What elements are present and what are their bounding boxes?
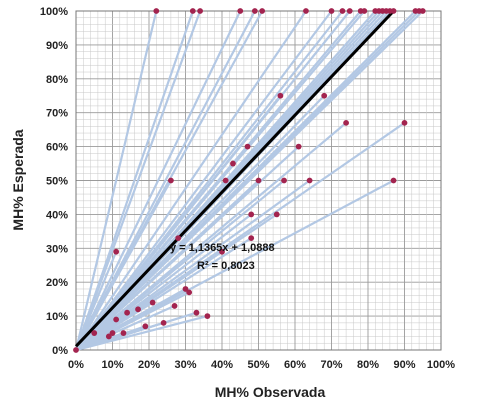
y-tick-label: 30% xyxy=(46,243,68,255)
data-point xyxy=(328,8,335,14)
connector-line xyxy=(75,10,424,351)
data-point xyxy=(175,235,182,242)
connector-line xyxy=(75,145,300,351)
data-point xyxy=(248,211,255,218)
data-point xyxy=(346,8,353,14)
data-point xyxy=(419,8,426,14)
y-tick-label: 60% xyxy=(46,142,68,154)
data-point xyxy=(303,8,309,14)
y-tick-label: 40% xyxy=(46,209,68,221)
data-point xyxy=(361,8,368,14)
data-point xyxy=(120,330,127,336)
y-tick-label: 80% xyxy=(46,74,68,86)
y-tick-label: 90% xyxy=(46,40,68,52)
connector-line xyxy=(74,10,158,351)
trend-equation: y = 1,1365x + 1,0888 xyxy=(170,242,275,254)
data-point xyxy=(171,303,178,309)
data-point xyxy=(73,347,79,353)
x-tick-label: 0% xyxy=(68,359,84,371)
data-point xyxy=(248,235,255,242)
data-point xyxy=(306,177,313,184)
data-point xyxy=(113,248,120,255)
connector-line xyxy=(74,10,202,351)
data-point xyxy=(149,299,156,306)
x-tick-label: 100% xyxy=(427,359,455,371)
plot-border xyxy=(75,10,442,351)
y-tick-label: 50% xyxy=(46,176,68,188)
data-point xyxy=(281,177,287,184)
x-tick-label: 20% xyxy=(138,359,160,371)
data-point xyxy=(222,177,229,184)
data-point xyxy=(321,92,328,99)
connector-line xyxy=(75,10,351,351)
connector-line xyxy=(74,10,194,351)
connector-line xyxy=(75,179,395,351)
y-tick-labels: 0% 10% 20% 30% 40% 50% 60% 70% 80% 90% 100% xyxy=(40,6,68,357)
data-point xyxy=(230,160,236,167)
x-tick-label: 40% xyxy=(211,359,233,371)
data-point xyxy=(251,8,258,14)
data-point xyxy=(193,309,200,316)
data-point xyxy=(197,8,204,14)
connector-line xyxy=(75,10,307,351)
data-point xyxy=(142,323,149,330)
y-tick-label: 70% xyxy=(46,108,68,120)
data-point xyxy=(124,309,130,316)
y-tick-label: 10% xyxy=(46,311,68,323)
x-axis-title: MH% Observada xyxy=(215,384,326,400)
data-point xyxy=(244,143,251,150)
y-axis-title: MH% Esperada xyxy=(10,129,26,230)
x-tick-label: 60% xyxy=(284,359,306,371)
data-point xyxy=(390,177,397,184)
data-point xyxy=(160,319,167,326)
connector-line xyxy=(75,10,242,351)
x-tick-label: 30% xyxy=(174,359,196,371)
connector-line xyxy=(75,315,208,352)
data-point xyxy=(339,8,346,14)
data-point xyxy=(204,313,211,319)
connector-line xyxy=(75,10,333,351)
data-point xyxy=(105,333,112,340)
connector-line xyxy=(75,122,347,351)
connector-line xyxy=(75,121,406,351)
data-point xyxy=(189,8,196,14)
data-point xyxy=(91,330,98,336)
data-point xyxy=(135,306,141,313)
x-tick-label: 50% xyxy=(247,359,269,371)
data-point xyxy=(182,286,189,292)
y-tick-label: 20% xyxy=(46,277,68,289)
data-point xyxy=(277,92,284,99)
data-point xyxy=(153,8,160,14)
data-point xyxy=(168,177,174,184)
data-point xyxy=(255,177,262,184)
x-tick-label: 80% xyxy=(357,359,379,371)
r-squared-label: R² = 0,8023 xyxy=(197,260,255,272)
data-point xyxy=(237,8,244,14)
data-point xyxy=(259,8,266,14)
data-point xyxy=(219,248,225,255)
data-point xyxy=(186,289,193,296)
data-point xyxy=(113,316,120,323)
data-point xyxy=(273,211,280,218)
data-point xyxy=(390,8,397,14)
data-point xyxy=(401,119,408,126)
x-tick-labels: 0% 10% 20% 30% 40% 50% 60% 70% 80% 90% 100% xyxy=(68,359,455,371)
data-point xyxy=(109,330,116,336)
data-point xyxy=(343,119,349,126)
data-point xyxy=(295,143,302,150)
y-tick-label: 0% xyxy=(52,345,68,357)
x-tick-label: 90% xyxy=(393,359,415,371)
trend-line xyxy=(74,9,395,348)
data-points xyxy=(73,8,426,353)
x-tick-label: 10% xyxy=(101,359,123,371)
x-tick-label: 70% xyxy=(320,359,342,371)
y-tick-label: 100% xyxy=(40,6,68,18)
